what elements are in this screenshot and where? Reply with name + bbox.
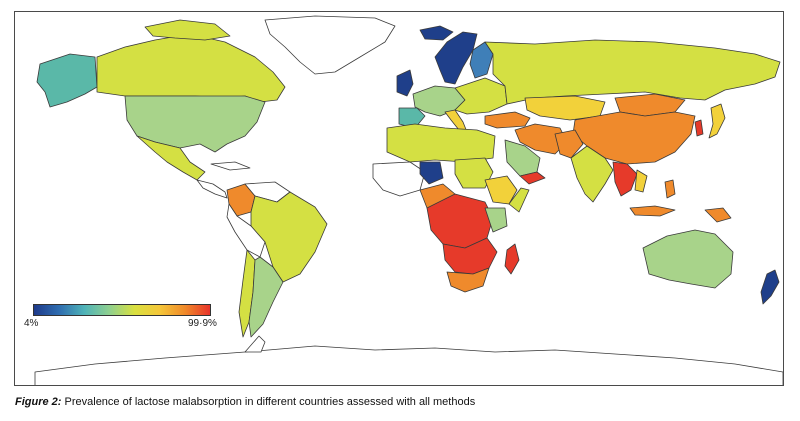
south-africa [446, 267, 490, 293]
central-america [196, 179, 228, 199]
figure-caption: Figure 2: Prevalence of lactose malabsor… [15, 396, 475, 408]
india [570, 145, 614, 203]
greenland [264, 15, 396, 75]
world-map [14, 11, 784, 386]
korea [694, 119, 704, 137]
east-africa [484, 207, 508, 233]
japan [708, 103, 726, 139]
map-svg [34, 15, 783, 385]
yemen [519, 171, 546, 185]
cuba [210, 161, 251, 171]
iberia [398, 107, 426, 129]
caption-text: Prevalence of lactose malabsorption in d… [61, 396, 476, 408]
argentina [248, 256, 284, 338]
vietnam [634, 169, 648, 193]
australia [642, 229, 734, 289]
canada-arctic-islands [144, 19, 231, 41]
canada [96, 33, 286, 103]
legend-max-label: 99·9% [188, 318, 217, 329]
mexico [136, 135, 206, 181]
norway-sweden [434, 31, 478, 85]
eastern-europe [454, 77, 508, 115]
somalia [508, 187, 530, 213]
legend-gradient-bar [33, 304, 211, 316]
indonesia [629, 205, 676, 217]
iceland [419, 25, 454, 41]
southeast-asia [612, 161, 638, 197]
afghanistan-pakistan [554, 129, 584, 159]
antarctic-peninsula [244, 335, 266, 353]
papua-new-guinea [704, 207, 732, 223]
legend-min-label: 4% [24, 318, 39, 329]
antarctica [34, 345, 783, 385]
central-sahel [419, 161, 444, 185]
uk [396, 69, 414, 97]
west-africa [372, 161, 426, 197]
new-zealand [760, 269, 780, 305]
philippines [664, 179, 676, 199]
russia [484, 39, 781, 105]
ethiopia [484, 175, 518, 205]
madagascar [504, 243, 520, 275]
sudan [454, 157, 494, 189]
alaska [36, 53, 98, 108]
north-africa [386, 123, 496, 163]
caption-label: Figure 2: [15, 396, 62, 408]
turkey [484, 111, 531, 129]
